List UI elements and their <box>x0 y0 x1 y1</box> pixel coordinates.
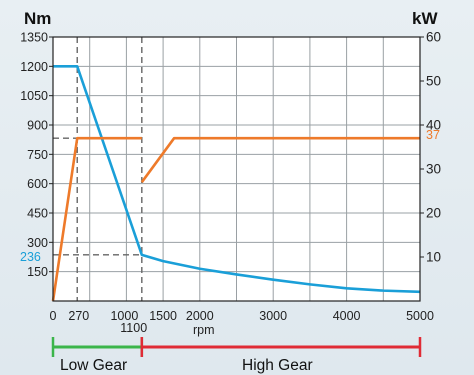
left-tick-label: 1050 <box>20 89 48 103</box>
right-tick-label: 20 <box>426 206 441 221</box>
right-axis-ticks: 10 20 30 40 50 60 <box>420 30 441 265</box>
left-axis-ticks: 150 300 450 600 750 900 1050 1200 1350 <box>20 31 53 279</box>
right-tick-label: 50 <box>426 74 441 89</box>
x-tick-label: 4000 <box>333 309 361 323</box>
power-series-line <box>51 136 142 302</box>
x-tick-label-extra: 1100 <box>120 321 147 335</box>
x-tick-label: 1500 <box>149 309 177 323</box>
left-tick-label: 450 <box>27 207 48 221</box>
x-tick-label: 2000 <box>186 309 214 323</box>
reference-label-power: 37 <box>426 128 440 142</box>
left-axis-unit: Nm <box>24 9 51 28</box>
x-axis-ticks: 0 270 1000 1500 2000 3000 4000 5000 1100 <box>50 309 434 335</box>
x-tick-label: 1000 <box>110 309 138 323</box>
left-tick-label: 300 <box>27 236 48 250</box>
left-tick-label: 900 <box>27 119 48 133</box>
left-tick-label: 600 <box>27 177 48 191</box>
left-tick-label: 750 <box>27 148 48 162</box>
x-tick-label: 270 <box>68 309 89 323</box>
right-axis-unit: kW <box>412 9 438 28</box>
x-tick-label: 3000 <box>259 309 287 323</box>
torque-series-line <box>53 65 421 294</box>
right-tick-label: 10 <box>426 250 441 265</box>
left-tick-label: 1200 <box>20 60 48 74</box>
right-tick-label: 30 <box>426 162 441 177</box>
left-tick-label: 150 <box>27 265 48 279</box>
x-tick-label: 0 <box>50 309 57 323</box>
low-gear-label: Low Gear <box>60 357 127 374</box>
x-tick-label: 5000 <box>406 309 434 323</box>
left-tick-label: 1350 <box>20 31 48 45</box>
right-tick-label: 40 <box>426 118 441 133</box>
series-layer <box>51 65 421 302</box>
high-gear-label: High Gear <box>242 357 313 374</box>
gear-range-bar <box>51 337 422 357</box>
reference-label-torque: 236 <box>20 250 41 264</box>
power-series-line <box>140 136 420 183</box>
right-tick-label: 60 <box>426 30 441 45</box>
grid <box>53 36 420 301</box>
x-axis-unit: rpm <box>193 323 215 337</box>
